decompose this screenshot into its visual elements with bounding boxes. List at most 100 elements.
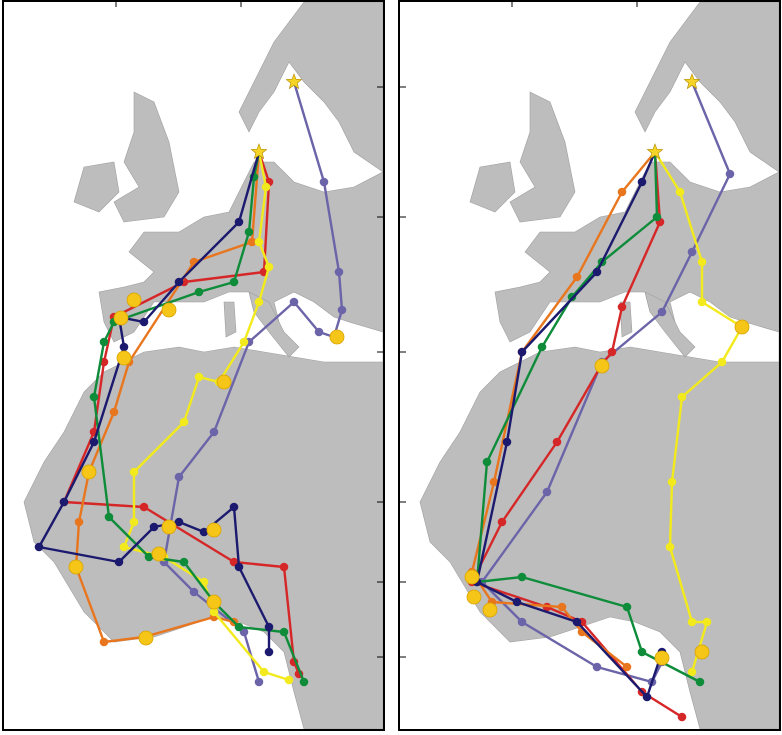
track-red-point xyxy=(552,437,562,447)
track-green-point xyxy=(179,557,189,567)
stopover-marker xyxy=(161,302,177,318)
track-navy-point xyxy=(149,522,159,532)
frame-ticks xyxy=(115,2,383,658)
track-navy-point xyxy=(119,342,129,352)
track-purple-point xyxy=(657,307,667,317)
track-navy-point xyxy=(264,647,274,657)
track-navy-point xyxy=(89,437,99,447)
track-yellow-point xyxy=(284,675,294,685)
track-green-point xyxy=(482,457,492,467)
land-scandinavia xyxy=(238,2,383,173)
track-navy-point xyxy=(139,317,149,327)
land-italy xyxy=(248,291,300,358)
track-yellow-point xyxy=(259,667,269,677)
track-green-point xyxy=(637,647,647,657)
map-panel-left xyxy=(2,0,385,731)
track-navy-point xyxy=(264,622,274,632)
track-purple-point xyxy=(337,305,347,315)
track-navy-point xyxy=(502,437,512,447)
track-orange-point xyxy=(247,237,257,247)
track-yellow-point xyxy=(687,667,697,677)
track-yellow-point xyxy=(665,542,675,552)
track-orange-point xyxy=(99,637,109,647)
stopover-marker xyxy=(466,589,482,605)
track-navy-point xyxy=(234,562,244,572)
track-purple-point xyxy=(725,169,735,179)
land-great-britain xyxy=(113,91,180,223)
land-sardinia xyxy=(223,301,237,338)
track-yellow-point xyxy=(254,237,264,247)
track-yellow-point xyxy=(697,297,707,307)
track-green-point xyxy=(622,602,632,612)
track-green-point xyxy=(244,227,254,237)
stopover-marker xyxy=(654,650,670,666)
track-red-point xyxy=(607,347,617,357)
track-navy-point xyxy=(517,347,527,357)
track-orange-point xyxy=(617,187,627,197)
track-navy-point xyxy=(512,597,522,607)
track-yellow-point xyxy=(129,517,139,527)
track-red-point xyxy=(279,562,289,572)
track-navy xyxy=(475,151,664,699)
land-great-britain xyxy=(509,91,576,223)
track-yellow-point xyxy=(702,617,712,627)
track-navy-point xyxy=(642,692,652,702)
stopover-marker xyxy=(126,292,142,308)
track-green-point xyxy=(144,552,154,562)
track-navy-point xyxy=(59,497,69,507)
land-scandinavia xyxy=(634,2,779,173)
track-purple-point xyxy=(517,617,527,627)
stopover-marker xyxy=(81,464,97,480)
track-orange-point xyxy=(557,602,567,612)
track-yellow-point xyxy=(239,337,249,347)
track-navy-point xyxy=(174,517,184,527)
track-orange-point xyxy=(622,662,632,672)
track-purple-point xyxy=(687,247,697,257)
track-purple-point xyxy=(254,677,264,687)
stopover-marker xyxy=(206,594,222,610)
land-europe-africa xyxy=(419,161,779,729)
land-layer xyxy=(419,2,779,729)
track-navy-point xyxy=(174,277,184,287)
track-green-point xyxy=(695,677,705,687)
track-green-point xyxy=(279,627,289,637)
track-navy-point xyxy=(572,617,582,627)
track-orange-point xyxy=(572,272,582,282)
track-orange-point xyxy=(489,477,499,487)
track-yellow-point xyxy=(675,187,685,197)
track-yellow-point xyxy=(209,607,219,617)
track-purple-point xyxy=(542,487,552,497)
track-purple-point xyxy=(209,427,219,437)
track-purple-point xyxy=(334,267,344,277)
track-green-point xyxy=(652,212,662,222)
track-yellow-point xyxy=(261,182,271,192)
stopover-marker xyxy=(594,358,610,374)
stopover-marker xyxy=(151,546,167,562)
track-yellow-point xyxy=(179,417,189,427)
track-purple xyxy=(162,81,344,683)
track-purple-point xyxy=(289,297,299,307)
breeding-site-star-icon xyxy=(285,73,303,90)
map-panel-right xyxy=(398,0,781,731)
land-ireland xyxy=(73,161,120,213)
stopover-marker xyxy=(116,350,132,366)
stopover-marker xyxy=(694,644,710,660)
track-navy-point xyxy=(234,217,244,227)
track-purple-point xyxy=(319,177,329,187)
track-orange-point xyxy=(74,517,84,527)
track-green-point xyxy=(537,342,547,352)
track-green-point xyxy=(234,622,244,632)
track-purple-point xyxy=(174,472,184,482)
track-navy-point xyxy=(199,527,209,537)
stopover-marker xyxy=(206,522,222,538)
track-green-point xyxy=(99,337,109,347)
track-yellow-point xyxy=(254,297,264,307)
track-red-point xyxy=(139,502,149,512)
stopover-marker xyxy=(464,569,480,585)
map-canvas-left xyxy=(23,2,383,729)
track-green-point xyxy=(229,277,239,287)
track-navy-point xyxy=(637,177,647,187)
stopover-marker xyxy=(734,319,750,335)
track-orange-point xyxy=(109,407,119,417)
track-yellow-point xyxy=(119,542,129,552)
